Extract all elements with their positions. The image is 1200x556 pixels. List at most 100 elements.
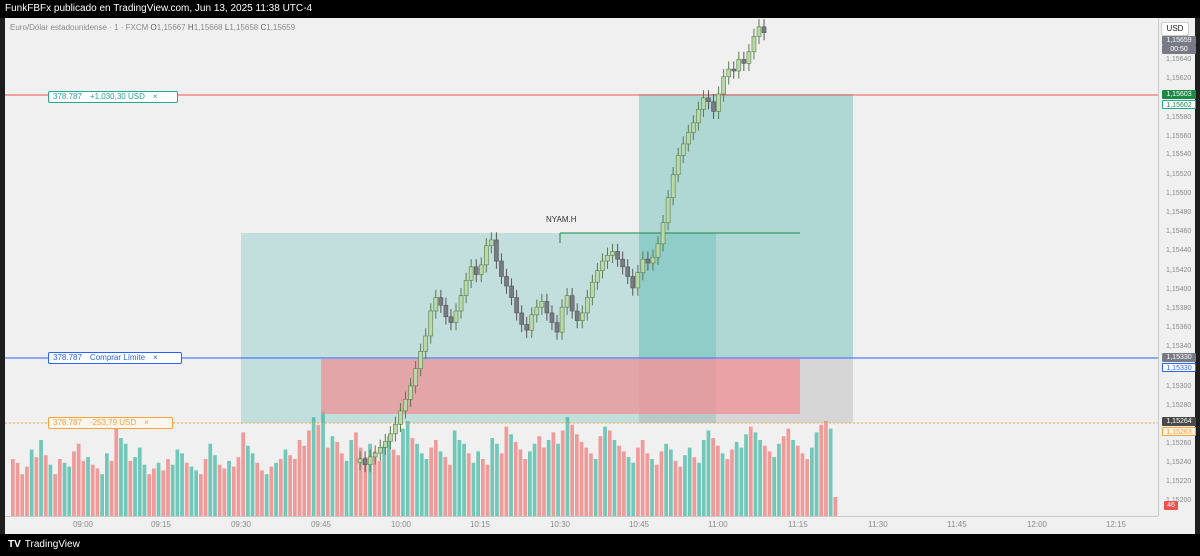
volume-bar (716, 445, 720, 516)
price-tick: 1,15480 (1166, 209, 1192, 216)
volume-bar (283, 449, 288, 516)
volume-bar (180, 453, 184, 516)
volume-bar (730, 449, 734, 516)
volume-bar (791, 440, 795, 516)
time-axis[interactable] (5, 516, 1158, 534)
candle-body (645, 258, 651, 264)
stop-loss-qty: 378.787 (53, 418, 82, 427)
volume-bar (810, 447, 814, 516)
candle-body (458, 295, 464, 312)
volume-bar (208, 443, 213, 516)
candle-body (483, 245, 489, 266)
candle-body (615, 251, 620, 260)
candle-body (544, 301, 550, 314)
volume-bar (415, 443, 419, 516)
open-label: O (150, 23, 157, 32)
volume-bar (307, 430, 311, 516)
volume-bar (340, 453, 344, 516)
volume-bar (434, 440, 438, 516)
take-profit-qty: 378.787 (53, 92, 82, 101)
volume-bar (664, 443, 668, 516)
volume-bar (697, 462, 701, 516)
take-profit-close-icon[interactable]: × (152, 92, 158, 101)
volume-bar (72, 451, 76, 516)
imbalance-zone (321, 359, 800, 414)
limit-order-tag[interactable]: 378.787 Comprar Límite × (48, 352, 182, 364)
price-tick: 1,15380 (1166, 305, 1192, 312)
volume-bar (152, 468, 156, 516)
take-profit-tag[interactable]: 378.787 +1.030,30 USD × (48, 91, 178, 103)
current-price-label: 1,15659 (1162, 36, 1196, 45)
price-tick: 1,15200 (1166, 497, 1192, 504)
candle-body (463, 279, 469, 296)
volume-bar (316, 424, 321, 516)
volume-bar (11, 459, 15, 516)
volume-bar (48, 464, 53, 516)
candle-body (605, 255, 610, 262)
candle-body (731, 68, 737, 72)
volume-bar (53, 474, 57, 516)
volume-bar (678, 466, 683, 516)
price-tick: 1,15240 (1166, 459, 1192, 466)
volume-label: 46 (1164, 501, 1178, 510)
volume-bar (523, 459, 527, 516)
volume-bar (62, 462, 67, 516)
candle-body (584, 297, 590, 314)
volume-bar (20, 474, 25, 516)
volume-bar (603, 426, 607, 516)
candle-body (660, 222, 666, 245)
volume-bar (748, 426, 753, 516)
volume-bar (720, 453, 725, 516)
volume-bar (734, 441, 739, 516)
candle-body (494, 239, 499, 262)
volume-bar (645, 453, 650, 516)
volume-bar (509, 434, 513, 516)
volume-bar (184, 462, 189, 516)
stop-loss-close-icon[interactable]: × (144, 418, 149, 427)
candle-body (761, 26, 767, 33)
volume-bar (532, 443, 537, 516)
volume-bar (297, 440, 302, 516)
nyam-high-label: NYAM.H (546, 215, 577, 224)
candle-body (388, 433, 393, 442)
volume-bar (518, 449, 523, 516)
footer-bar: TV TradingView (0, 534, 1200, 556)
volume-bar (43, 455, 48, 516)
volume-bar (217, 464, 222, 516)
volume-bar (382, 445, 386, 516)
volume-bar (744, 434, 748, 516)
limit-order-close-icon[interactable]: × (153, 353, 158, 362)
volume-bar (631, 462, 636, 516)
currency-selector[interactable]: USD (1161, 22, 1189, 36)
chart-frame[interactable]: Euro/Dólar estadounidense · 1 · FXCM O1,… (5, 18, 1196, 534)
volume-bar (758, 440, 762, 516)
volume-bar (499, 453, 504, 516)
volume-bar (302, 445, 307, 516)
volume-bar (683, 455, 687, 516)
price-tick: 1,15460 (1166, 228, 1192, 235)
volume-bar (344, 460, 349, 516)
volume-bar (485, 464, 490, 516)
volume-bar (189, 466, 194, 516)
candle-body (569, 295, 575, 312)
stop-loss-tag[interactable]: 378.787 -253,79 USD × (48, 417, 173, 429)
volume-bar (786, 428, 791, 516)
volume-bar (795, 445, 800, 516)
volume-bar (739, 447, 744, 516)
volume-bar (462, 443, 466, 516)
tradingview-logo-icon: TV (8, 539, 21, 550)
candle-body (665, 197, 671, 223)
candle-body (574, 310, 580, 321)
volume-bar (29, 449, 34, 516)
volume-bar (241, 432, 245, 516)
price-tick: 1,15540 (1166, 151, 1192, 158)
low-value: 1,15658 (229, 23, 259, 32)
candle-body (362, 458, 368, 465)
chart-plot[interactable] (5, 18, 1158, 516)
volume-bar (607, 430, 612, 516)
price-tick: 1,15580 (1166, 114, 1192, 121)
time-tick: 10:45 (628, 520, 650, 529)
volume-bar (814, 432, 819, 516)
sl-price-label-secondary: 1,15263 (1162, 427, 1196, 436)
volume-bar (387, 436, 391, 516)
